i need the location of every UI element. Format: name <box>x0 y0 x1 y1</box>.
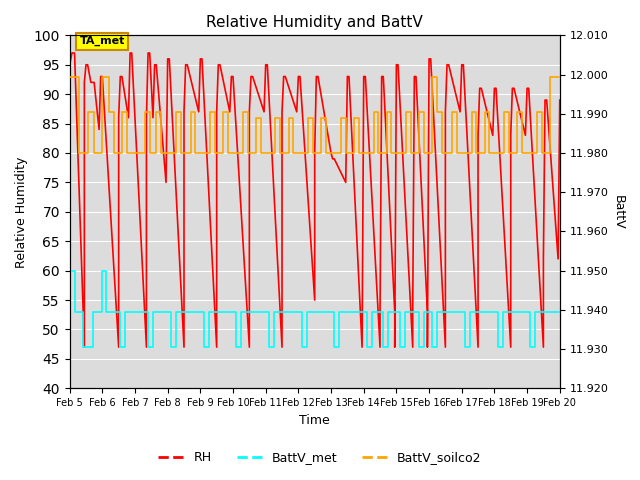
Title: Relative Humidity and BattV: Relative Humidity and BattV <box>206 15 423 30</box>
Y-axis label: BattV: BattV <box>612 194 625 229</box>
Y-axis label: Relative Humidity: Relative Humidity <box>15 156 28 267</box>
X-axis label: Time: Time <box>300 414 330 427</box>
Text: TA_met: TA_met <box>79 36 125 47</box>
Legend: RH, BattV_met, BattV_soilco2: RH, BattV_met, BattV_soilco2 <box>154 446 486 469</box>
